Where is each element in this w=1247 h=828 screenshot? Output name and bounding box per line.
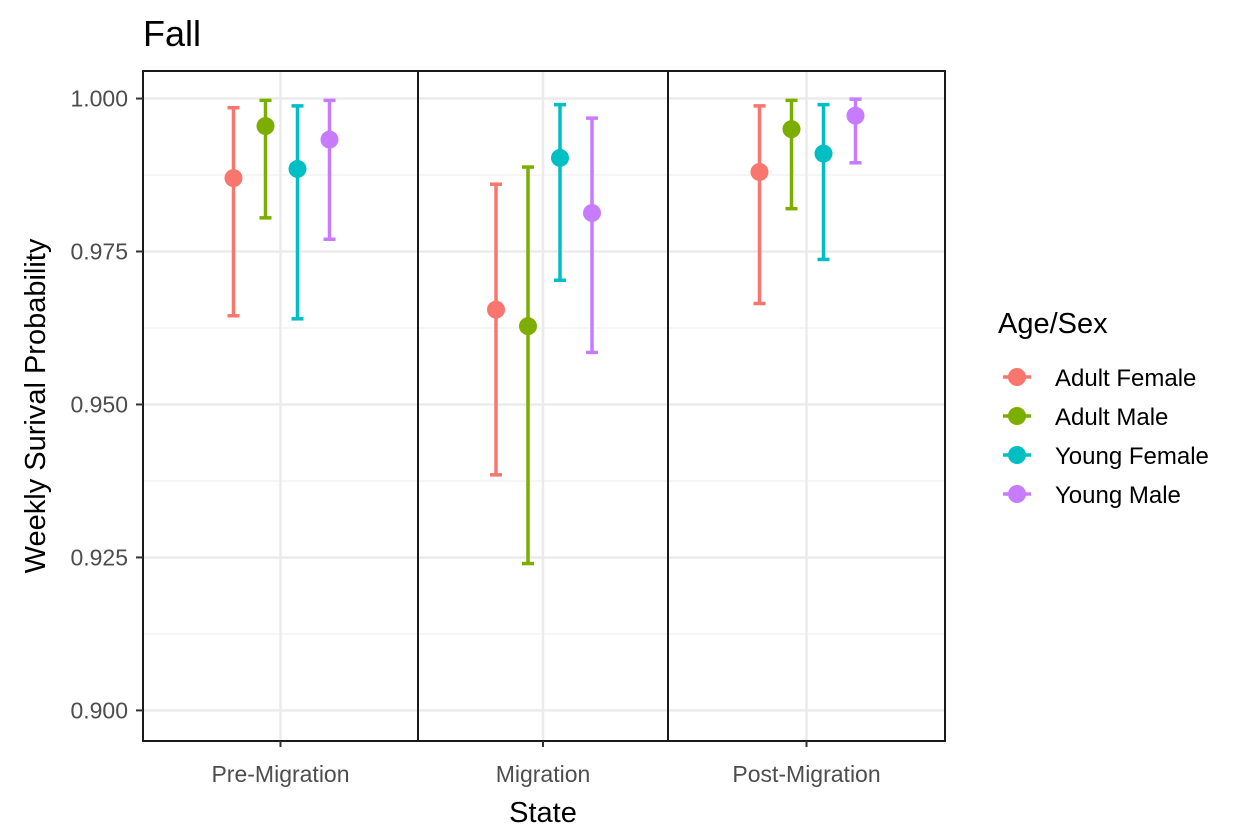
legend-key-point <box>1008 368 1026 386</box>
x-tick-label: Post-Migration <box>732 761 880 787</box>
x-tick-label: Pre-Migration <box>211 761 349 787</box>
x-axis-title: State <box>509 797 577 828</box>
series-young-female <box>288 104 307 321</box>
legend-key-point <box>1008 446 1026 464</box>
y-tick-label: 1.000 <box>70 86 128 112</box>
legend-label: Adult Male <box>1055 404 1168 431</box>
data-point <box>814 144 833 163</box>
series-adult-female <box>487 182 505 477</box>
data-point <box>519 317 537 336</box>
x-tick-label: Migration <box>496 761 591 787</box>
y-axis: 0.900 0.925 0.950 0.975 1.000 <box>70 86 143 723</box>
legend-item-adult-male: Adult Male <box>1003 404 1168 431</box>
data-point <box>846 106 865 125</box>
series-young-male <box>846 97 865 165</box>
y-tick-label: 0.900 <box>70 697 128 723</box>
data-point <box>224 169 243 188</box>
x-axis: Pre-Migration Migration Post-Migration <box>211 741 881 787</box>
y-tick-label: 0.925 <box>70 544 128 570</box>
panel-migration <box>417 70 669 742</box>
legend-item-adult-female: Adult Female <box>1003 365 1196 392</box>
data-point <box>583 203 601 222</box>
data-point <box>288 159 307 178</box>
legend-title: Age/Sex <box>998 308 1108 340</box>
data-point <box>487 300 505 319</box>
legend-key-point <box>1008 407 1026 425</box>
series-adult-female <box>224 105 243 318</box>
series-adult-male <box>256 98 275 220</box>
legend: Age/Sex Adult Female Adult Male Young Fema… <box>998 308 1209 509</box>
legend-item-young-male: Young Male <box>1003 482 1181 509</box>
series-young-female <box>814 102 833 262</box>
data-point <box>551 148 569 167</box>
panels <box>142 70 946 742</box>
chart-title: Fall <box>143 13 201 54</box>
data-point <box>750 162 769 181</box>
data-point <box>256 117 275 136</box>
y-axis-title: Weekly Surival Probability <box>20 238 52 573</box>
series-young-male <box>583 116 601 355</box>
legend-key-point <box>1008 485 1026 503</box>
series-young-male <box>320 98 339 242</box>
data-point <box>320 130 339 149</box>
data-point <box>782 120 801 139</box>
series-adult-male <box>782 98 801 211</box>
y-tick-label: 0.975 <box>70 239 128 265</box>
legend-label: Young Female <box>1055 443 1209 470</box>
legend-label: Adult Female <box>1055 365 1196 392</box>
series-adult-female <box>750 104 769 306</box>
y-tick-label: 0.950 <box>70 391 128 417</box>
series-young-female <box>551 102 569 283</box>
series-adult-male <box>519 165 537 566</box>
panel-pre-migration <box>142 70 419 742</box>
legend-item-young-female: Young Female <box>1003 443 1209 470</box>
panel-post-migration <box>667 70 946 742</box>
legend-label: Young Male <box>1055 482 1181 509</box>
